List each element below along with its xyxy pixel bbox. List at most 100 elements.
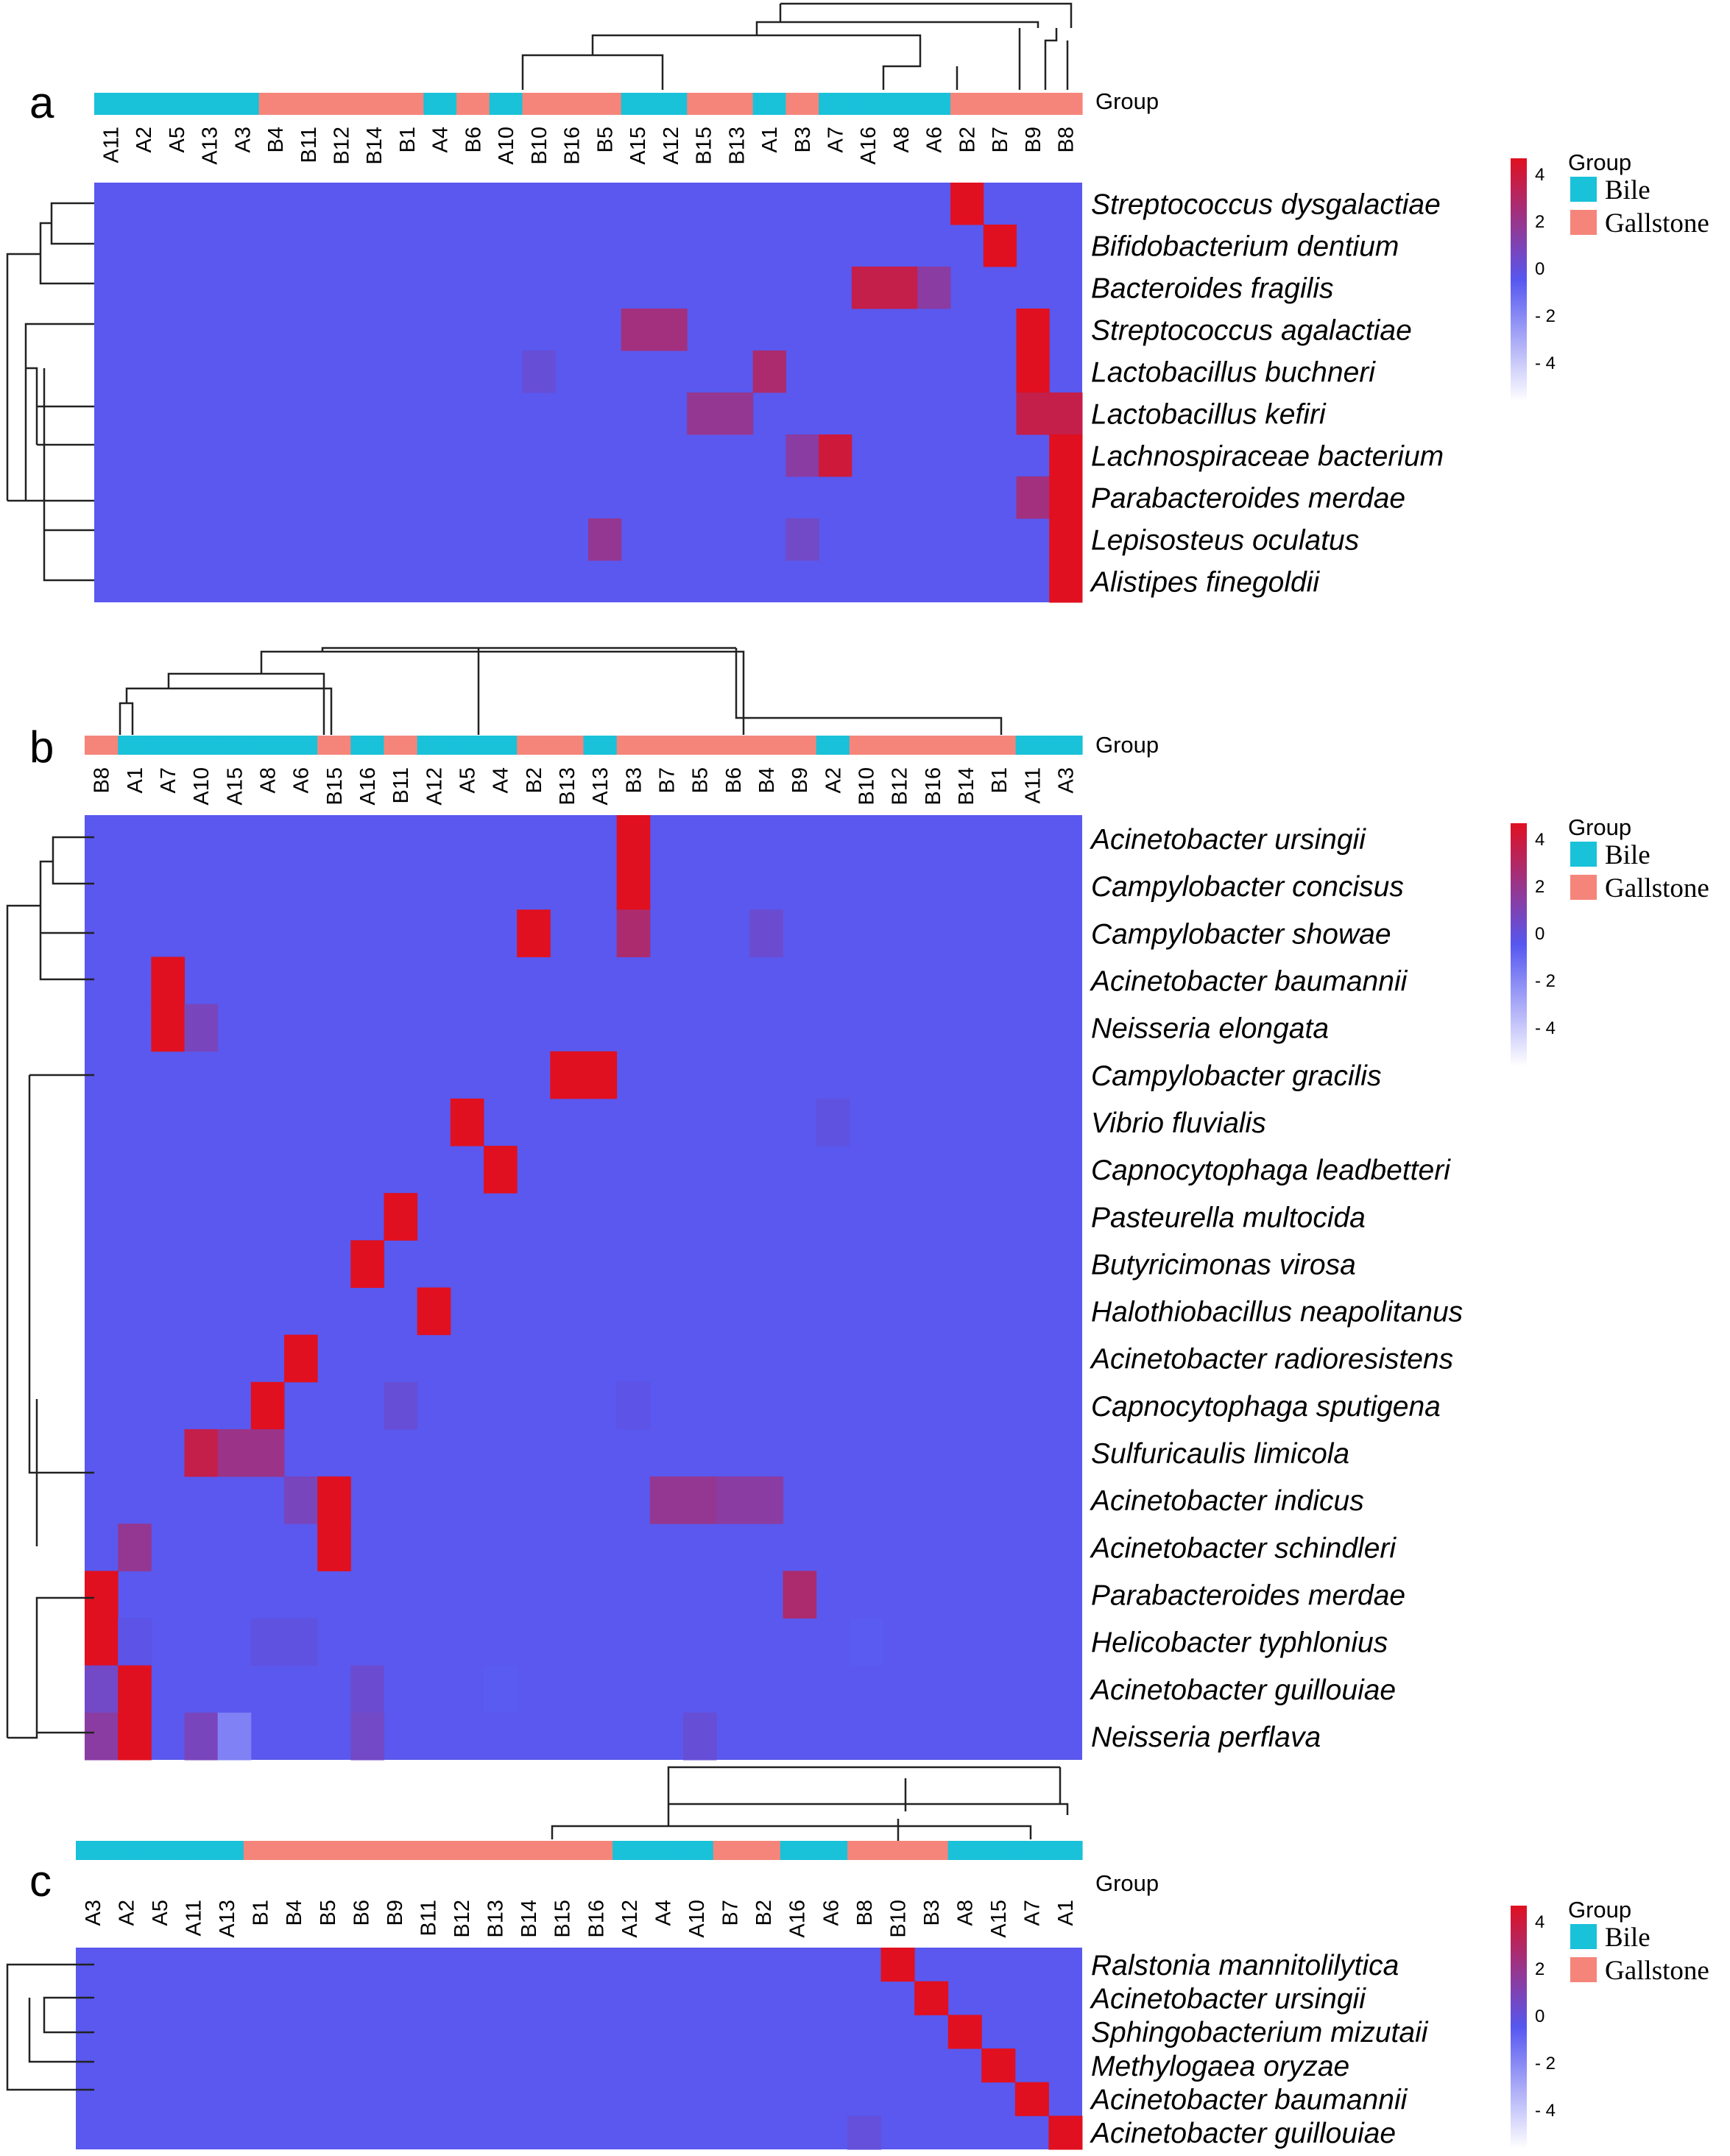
row-label: Helicobacter typhlonius xyxy=(1091,1627,1388,1659)
row-label: Vibrio fluvialis xyxy=(1091,1107,1266,1139)
column-label: B9 xyxy=(384,1900,407,1926)
heatmap-cell xyxy=(785,434,819,477)
group-bar-cell xyxy=(1015,736,1050,755)
group-bar-cell xyxy=(950,93,984,115)
heatmap-cell xyxy=(118,1618,152,1666)
legend-swatch xyxy=(1570,177,1597,202)
heatmap-cell xyxy=(250,1381,285,1430)
colorbar-tick: 2 xyxy=(1535,1959,1544,1979)
heatmap-panel-a: Group A11 A2 A5 A13 A3 B4 B11 B12 B14 B1 A4 B6 A10 B10… xyxy=(94,88,1444,603)
heatmap-cell xyxy=(484,1146,518,1194)
group-bar-cell xyxy=(583,736,618,755)
column-label: A5 xyxy=(166,127,189,152)
column-label: B16 xyxy=(561,127,585,165)
column-label: A3 xyxy=(1054,767,1078,793)
group-bar-cell xyxy=(489,93,523,115)
column-label: A6 xyxy=(290,767,314,793)
column-label: B3 xyxy=(791,127,815,152)
group-bar-cell xyxy=(423,93,457,115)
heatmap-cell xyxy=(184,1428,219,1477)
row-label: Lachnospiraceae bacterium xyxy=(1091,441,1444,473)
column-label: A10 xyxy=(495,127,518,165)
colorbar xyxy=(1511,823,1527,1066)
legend-item: Gallstone xyxy=(1605,873,1709,903)
row-label: Streptococcus dysgalactiae xyxy=(1091,189,1441,221)
group-bar-cell xyxy=(176,1841,211,1860)
column-label: A16 xyxy=(356,767,380,806)
group-bar-cell xyxy=(947,1841,982,1860)
group-bar-cell xyxy=(649,736,684,755)
heatmap-panel-c: Group A3 A2 A5 A11 A13 B1 B4 B5 B6 B9 B11 B12 B13 B14 B… xyxy=(76,1841,1429,2150)
heatmap-cell xyxy=(880,1948,915,1982)
heatmap-cell xyxy=(616,862,651,910)
colorbar-tick: 2 xyxy=(1535,212,1544,232)
column-label: A2 xyxy=(133,127,156,152)
group-bar-cell xyxy=(1049,93,1083,115)
group-bar-cell xyxy=(982,736,1017,755)
group-bar-cell xyxy=(456,93,490,115)
column-label: B12 xyxy=(331,127,354,165)
column-label: B5 xyxy=(317,1900,340,1926)
group-bar-cell xyxy=(713,1841,747,1860)
group-bar-cell xyxy=(1016,93,1050,115)
group-bar-cell xyxy=(517,736,551,755)
group-bar-cell xyxy=(411,1841,445,1860)
column-label: B3 xyxy=(622,767,646,793)
dendrogram-col-c xyxy=(551,1766,1069,1841)
column-label: A4 xyxy=(652,1900,675,1926)
heatmap-cell xyxy=(85,1618,119,1666)
column-label: B5 xyxy=(593,127,617,152)
column-label: B11 xyxy=(417,1900,440,1936)
group-bar-cell xyxy=(210,1841,244,1860)
colorbar-tick: - 2 xyxy=(1535,2054,1556,2074)
group-bar-cell xyxy=(217,736,252,755)
heatmap-cell xyxy=(484,1665,518,1713)
column-label: B14 xyxy=(518,1900,541,1938)
heatmap-cell xyxy=(583,1051,618,1099)
heatmap-cell xyxy=(217,1712,252,1761)
group-bar-cell xyxy=(780,1841,815,1860)
heatmap-cell xyxy=(849,1618,883,1666)
column-label: B8 xyxy=(853,1900,877,1926)
column-label: B13 xyxy=(484,1900,508,1938)
group-bar-cell xyxy=(292,93,325,115)
column-label: B9 xyxy=(1022,127,1045,152)
column-label: A10 xyxy=(685,1900,709,1938)
group-bar-cell xyxy=(325,93,359,115)
row-label: Campylobacter concisus xyxy=(1091,871,1404,903)
column-label: B15 xyxy=(323,767,347,806)
group-bar-cell xyxy=(109,1841,144,1860)
column-label: B5 xyxy=(689,767,713,793)
column-label: A4 xyxy=(429,127,453,152)
heatmap-cell xyxy=(417,1287,451,1336)
heatmap-cell xyxy=(522,350,556,393)
heatmap-cell xyxy=(1016,476,1050,519)
group-bar-cell xyxy=(555,93,589,115)
group-bar-cell xyxy=(579,1841,613,1860)
heatmap-cell xyxy=(517,909,551,957)
heatmap-cell xyxy=(350,1240,384,1288)
heatmap-cell xyxy=(917,267,951,309)
heatmap-cell xyxy=(384,1193,418,1241)
group-bar-cell xyxy=(884,93,918,115)
column-label: A3 xyxy=(231,127,255,152)
heatmap-cell xyxy=(947,2015,982,2049)
column-label: B2 xyxy=(752,1900,776,1926)
column-label: A12 xyxy=(660,127,683,165)
heatmap-cell xyxy=(384,1381,418,1430)
group-bar-cell xyxy=(378,1841,412,1860)
column-label: A3 xyxy=(82,1900,105,1926)
heatmap-cell xyxy=(317,1476,351,1524)
row-label: Lactobacillus buchneri xyxy=(1091,357,1376,389)
legend-swatch xyxy=(1570,842,1597,867)
row-label: Butyricimonas virosa xyxy=(1091,1249,1356,1280)
heatmap-cell xyxy=(654,309,688,351)
row-label: Alistipes finegoldii xyxy=(1090,567,1320,599)
group-bar-cell xyxy=(849,736,883,755)
heatmap-cell xyxy=(1049,392,1083,435)
colorbar-tick: 4 xyxy=(1535,1912,1544,1932)
dendrogram-row-b xyxy=(6,836,94,1739)
heatmap-cell xyxy=(1049,518,1083,561)
